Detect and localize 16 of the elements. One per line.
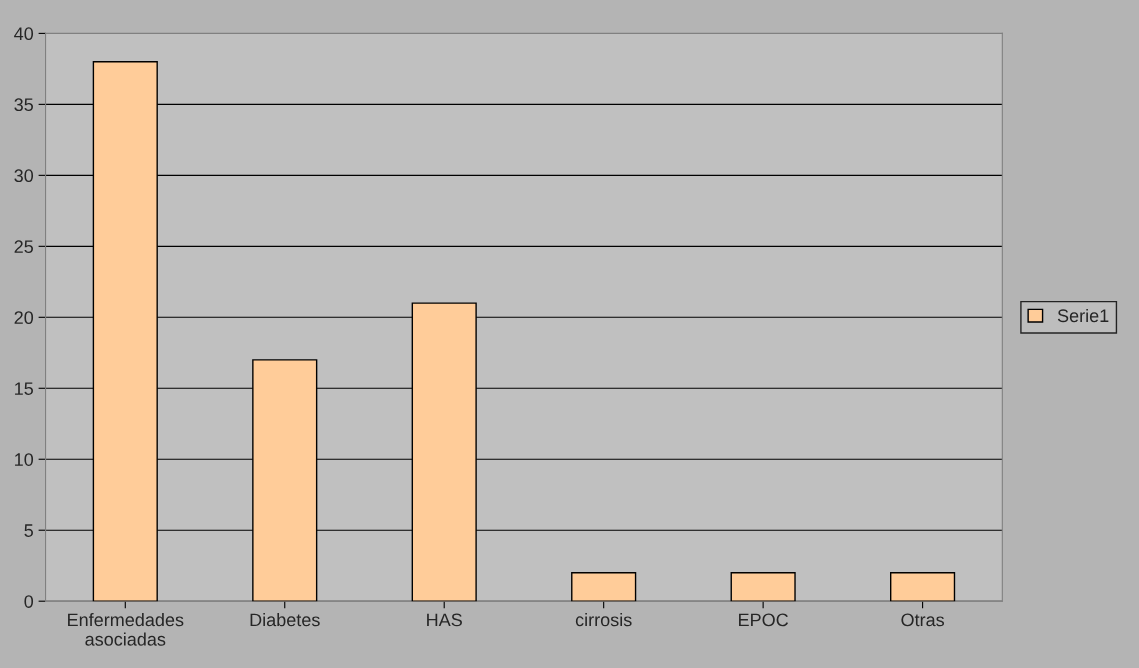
x-tick-label: EPOC [739,613,789,627]
y-tick-label: 20 [14,311,34,325]
y-tick-label: 35 [14,98,33,112]
y-tick-label: 40 [14,27,34,41]
y-tick-label: 10 [15,453,34,466]
y-tick-label: 5 [24,524,33,537]
x-tick-label: Otras [901,613,945,627]
x-tick-label: Enfermedades asociadas [68,613,184,646]
y-tick-label: 0 [24,595,34,608]
x-tick-label: HAS [427,613,462,627]
x-tick-label: cirrosis [575,613,632,627]
y-tick-label: 30 [14,169,34,183]
y-tick-label: 15 [15,382,33,395]
x-tick-label: Diabetes [250,613,320,627]
legend-label: Serie1 [1057,308,1109,323]
y-tick-label: 25 [14,240,33,254]
